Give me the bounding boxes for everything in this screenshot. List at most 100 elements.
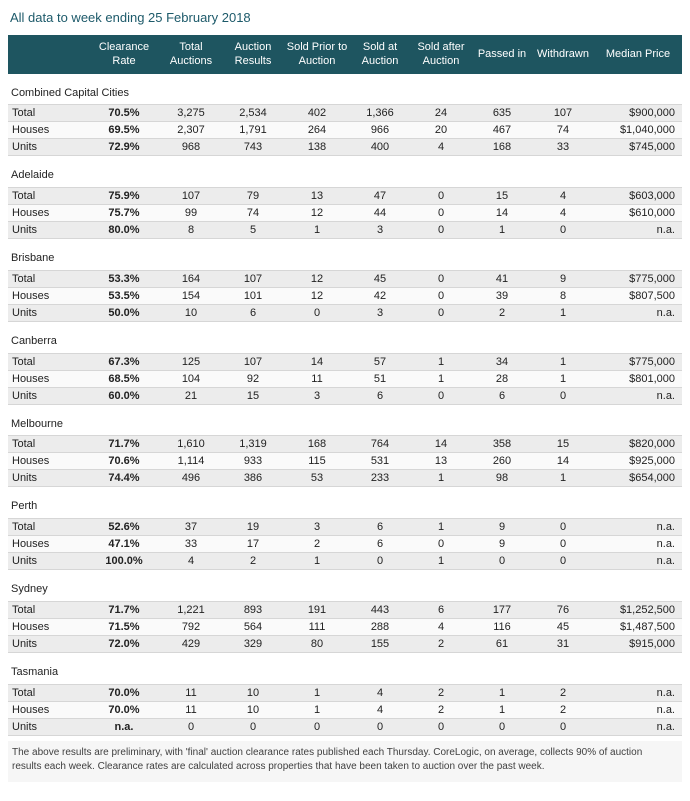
cell-median-price: $1,252,500 [594, 600, 682, 619]
table-row: Houses 69.5% 2,307 1,791 264 966 20 467 74 $1,040… [8, 121, 682, 140]
cell-median-price: n.a. [594, 303, 682, 322]
cell-withdrawn: 1 [532, 352, 594, 371]
cell-total-auctions: 3,275 [160, 104, 222, 123]
header-total-auctions: Total Auctions [160, 35, 222, 74]
row-label: Units [8, 634, 88, 653]
cell-median-price: n.a. [594, 221, 682, 240]
cell-median-price: n.a. [594, 700, 682, 719]
cell-clearance-rate: 70.0% [88, 683, 160, 702]
table-row: Total 52.6% 37 19 3 6 1 9 0 n.a. [8, 518, 682, 537]
cell-passed-in: 28 [472, 369, 532, 388]
cell-sold-after-auction: 0 [410, 221, 472, 240]
cell-clearance-rate: 69.5% [88, 121, 160, 140]
cell-sold-after-auction: 4 [410, 138, 472, 157]
cell-auction-results: 933 [222, 452, 284, 471]
cell-sold-prior-to-auction: 2 [284, 535, 350, 554]
cell-sold-at-auction: 966 [350, 121, 410, 140]
cell-auction-results: 107 [222, 352, 284, 371]
cell-withdrawn: 4 [532, 187, 594, 206]
cell-sold-prior-to-auction: 0 [284, 303, 350, 322]
cell-auction-results: 743 [222, 138, 284, 157]
cell-median-price: n.a. [594, 386, 682, 405]
cell-passed-in: 6 [472, 386, 532, 405]
cell-withdrawn: 0 [532, 518, 594, 537]
cell-median-price: $915,000 [594, 634, 682, 653]
row-label: Total [8, 187, 88, 206]
cell-auction-results: 10 [222, 700, 284, 719]
cell-sold-at-auction: 3 [350, 303, 410, 322]
cell-sold-prior-to-auction: 115 [284, 452, 350, 471]
table-row: Houses 68.5% 104 92 11 51 1 28 1 $801,000 [8, 369, 682, 388]
cell-sold-at-auction: 3 [350, 221, 410, 240]
cell-sold-prior-to-auction: 3 [284, 518, 350, 537]
group-name: Melbourne [8, 404, 682, 436]
row-label: Units [8, 552, 88, 571]
cell-sold-at-auction: 155 [350, 634, 410, 653]
group-header-row: Sydney [8, 569, 682, 602]
cell-sold-prior-to-auction: 14 [284, 352, 350, 371]
table-row: Houses 53.5% 154 101 12 42 0 39 8 $807,500 [8, 286, 682, 305]
row-label: Units [8, 386, 88, 405]
cell-clearance-rate: 71.7% [88, 600, 160, 619]
group-name: Sydney [8, 569, 682, 602]
cell-withdrawn: 31 [532, 634, 594, 653]
group-name: Perth [8, 486, 682, 519]
cell-sold-after-auction: 2 [410, 700, 472, 719]
cell-auction-results: 101 [222, 286, 284, 305]
cell-sold-prior-to-auction: 12 [284, 286, 350, 305]
cell-passed-in: 1 [472, 683, 532, 702]
cell-total-auctions: 968 [160, 138, 222, 157]
cell-sold-prior-to-auction: 11 [284, 369, 350, 388]
cell-withdrawn: 15 [532, 435, 594, 454]
cell-clearance-rate: 75.9% [88, 187, 160, 206]
cell-clearance-rate: 60.0% [88, 386, 160, 405]
cell-sold-after-auction: 0 [410, 717, 472, 736]
group-name: Combined Capital Cities [8, 73, 682, 105]
cell-total-auctions: 99 [160, 204, 222, 223]
table-row: Houses 70.0% 11 10 1 4 2 1 2 n.a. [8, 700, 682, 719]
table-row: Units 74.4% 496 386 53 233 1 98 1 $654,000 [8, 469, 682, 488]
cell-median-price: $610,000 [594, 204, 682, 223]
cell-sold-after-auction: 0 [410, 386, 472, 405]
cell-passed-in: 39 [472, 286, 532, 305]
cell-sold-at-auction: 4 [350, 700, 410, 719]
cell-sold-prior-to-auction: 13 [284, 187, 350, 206]
cell-sold-after-auction: 1 [410, 352, 472, 371]
header-passed-in: Passed in [472, 35, 532, 74]
cell-passed-in: 0 [472, 717, 532, 736]
cell-withdrawn: 0 [532, 717, 594, 736]
cell-total-auctions: 33 [160, 535, 222, 554]
row-label: Units [8, 138, 88, 157]
table-row: Total 67.3% 125 107 14 57 1 34 1 $775,000 [8, 352, 682, 371]
cell-sold-at-auction: 51 [350, 369, 410, 388]
cell-sold-after-auction: 0 [410, 269, 472, 288]
cell-withdrawn: 2 [532, 683, 594, 702]
header-sold-prior-to-auction: Sold Prior to Auction [284, 35, 350, 74]
row-label: Houses [8, 617, 88, 636]
cell-median-price: $603,000 [594, 187, 682, 206]
group-name: Tasmania [8, 652, 682, 685]
cell-total-auctions: 11 [160, 700, 222, 719]
cell-median-price: n.a. [594, 552, 682, 571]
cell-sold-after-auction: 1 [410, 369, 472, 388]
cell-withdrawn: 14 [532, 452, 594, 471]
cell-auction-results: 386 [222, 469, 284, 488]
footnote-text: The above results are preliminary, with … [8, 740, 682, 782]
cell-passed-in: 168 [472, 138, 532, 157]
cell-auction-results: 0 [222, 717, 284, 736]
cell-sold-after-auction: 24 [410, 104, 472, 123]
cell-auction-results: 17 [222, 535, 284, 554]
cell-median-price: n.a. [594, 717, 682, 736]
row-label: Houses [8, 121, 88, 140]
cell-auction-results: 79 [222, 187, 284, 206]
cell-passed-in: 14 [472, 204, 532, 223]
cell-clearance-rate: 75.7% [88, 204, 160, 223]
cell-clearance-rate: 70.6% [88, 452, 160, 471]
cell-withdrawn: 0 [532, 552, 594, 571]
cell-auction-results: 1,319 [222, 435, 284, 454]
table-row: Units 50.0% 10 6 0 3 0 2 1 n.a. [8, 303, 682, 322]
row-label: Total [8, 600, 88, 619]
cell-clearance-rate: 70.5% [88, 104, 160, 123]
group-name: Brisbane [8, 238, 682, 271]
cell-sold-after-auction: 6 [410, 600, 472, 619]
